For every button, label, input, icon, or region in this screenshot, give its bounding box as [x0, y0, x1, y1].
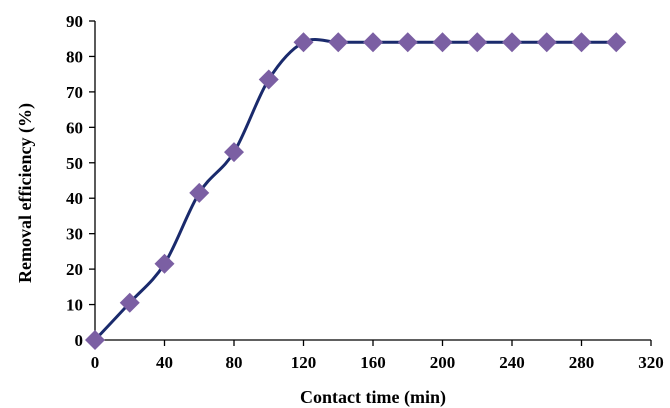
data-point-marker [154, 253, 175, 274]
data-point-marker [363, 32, 383, 53]
x-axis-ticks: 0 40 80 120 160 200 240 280 320 [91, 340, 664, 372]
x-axis-title: Contact time (min) [300, 387, 446, 408]
x-tick-label: 320 [638, 353, 664, 372]
data-point-marker [467, 32, 488, 53]
data-point-marker [328, 32, 349, 53]
data-point-marker [85, 330, 105, 350]
x-tick-label: 280 [569, 353, 595, 372]
y-tick-label: 80 [66, 47, 83, 66]
data-point-marker [293, 32, 314, 53]
series-lines [93, 38, 617, 342]
y-tick-label: 60 [66, 118, 83, 137]
data-point-marker [571, 32, 592, 53]
x-tick-label: 40 [156, 353, 173, 372]
x-tick-label: 200 [430, 353, 456, 372]
x-tick-label: 80 [226, 353, 243, 372]
y-tick-label: 70 [66, 83, 83, 102]
data-point-marker [189, 182, 210, 203]
data-point-marker [536, 32, 557, 53]
x-tick-label: 240 [499, 353, 525, 372]
data-point-marker [258, 69, 279, 90]
y-axis-title: Removal efficiency (%) [15, 103, 36, 283]
y-tick-label: 90 [66, 12, 83, 31]
y-tick-label: 50 [66, 154, 83, 173]
y-tick-label: 20 [66, 260, 83, 279]
y-tick-label: 30 [66, 225, 83, 244]
y-tick-label: 0 [75, 331, 84, 350]
series-markers [85, 32, 627, 350]
data-point-marker [606, 32, 627, 53]
y-tick-label: 40 [66, 189, 83, 208]
y-tick-label: 10 [66, 296, 83, 315]
y-axis-ticks: 0 10 20 30 40 50 60 70 80 90 [66, 12, 95, 350]
data-point-marker [224, 142, 244, 163]
axes [94, 21, 651, 341]
x-tick-label: 0 [91, 353, 100, 372]
data-point-marker [119, 292, 140, 313]
series-line [93, 38, 617, 342]
x-tick-label: 160 [360, 353, 386, 372]
data-point-marker [502, 32, 522, 53]
x-tick-label: 120 [291, 353, 317, 372]
data-point-marker [397, 32, 418, 53]
data-point-marker [432, 32, 453, 53]
